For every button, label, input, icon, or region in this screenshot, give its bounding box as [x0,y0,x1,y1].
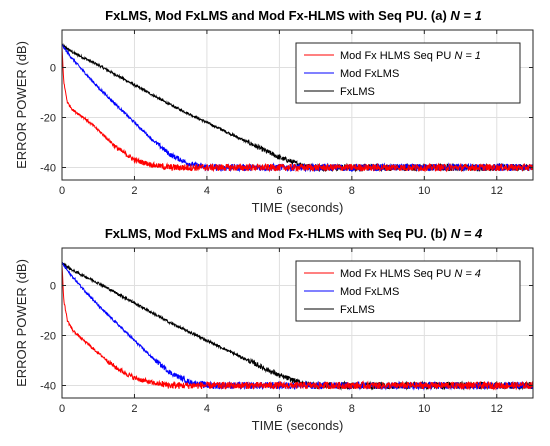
x-tick-label: 2 [131,185,137,197]
x-tick-label: 2 [131,403,137,415]
x-tick-label: 6 [276,403,282,415]
y-tick-label: 0 [50,63,56,75]
y-tick-label: -20 [40,331,56,343]
x-tick-label: 0 [59,185,65,197]
y-axis-label: ERROR POWER (dB) [14,41,29,169]
axes-box [61,29,534,181]
legend-entry: Mod FxLMS [340,286,399,298]
y-tick-label: -20 [40,113,56,125]
x-tick-label: 8 [349,185,355,197]
legend-entry-n: N = 4 [451,268,481,280]
legend-entry-name: Mod FxLMS [340,286,399,298]
x-tick-label: 8 [349,403,355,415]
legend: Mod Fx HLMS Seq PU N = 4 Mod FxLMS FxLMS [295,260,521,322]
x-axis-label: TIME (seconds) [252,200,344,215]
y-tick-label: -40 [40,163,56,175]
chart-title-n: N = 4 [451,226,483,241]
legend-entry: Mod Fx HLMS Seq PU N = 1 [340,50,481,62]
legend-entry-name: Mod Fx HLMS Seq PU [340,50,451,62]
chart-title: FxLMS, Mod FxLMS and Mod Fx-HLMS with Se… [105,226,483,241]
series-line-mod-fx-hlms-seq-pu [62,265,533,391]
legend-entry: FxLMS [340,86,375,98]
y-axis-label: ERROR POWER (dB) [14,259,29,387]
x-tick-label: 4 [204,185,210,197]
y-tick-label: -40 [40,381,56,393]
legend-entry-name: Mod FxLMS [340,68,399,80]
y-tick-label: 0 [50,281,56,293]
legend-entry-n: N = 1 [451,50,481,62]
x-tick-label: 10 [418,403,430,415]
x-tick-label: 6 [276,185,282,197]
x-tick-label: 12 [491,403,503,415]
x-tick-label: 10 [418,185,430,197]
legend-entry: Mod FxLMS [340,68,399,80]
x-tick-label: 4 [204,403,210,415]
x-tick-label: 0 [59,403,65,415]
chart-title: FxLMS, Mod FxLMS and Mod Fx-HLMS with Se… [105,8,482,23]
series-group [62,262,533,391]
series-group [62,43,533,173]
legend-entry: Mod Fx HLMS Seq PU N = 4 [340,268,481,280]
chart-title-text: FxLMS, Mod FxLMS and Mod Fx-HLMS with Se… [105,8,450,23]
series-line-mod-fxlms [62,262,533,391]
chart-title-n: N = 1 [450,8,481,23]
legend-entry-name: FxLMS [340,304,375,316]
chart-title-text: FxLMS, Mod FxLMS and Mod Fx-HLMS with Se… [105,226,451,241]
x-tick-label: 12 [491,185,503,197]
axes-box [61,247,534,399]
legend: Mod Fx HLMS Seq PU N = 1 Mod FxLMS FxLMS [295,42,521,104]
chart-panel-1: 0 2 4 6 8 10 12 0 -20 -40 FxLMS, Mod FxLMS and Mod… [14,8,534,215]
legend-entry-name: FxLMS [340,86,375,98]
legend-entry: FxLMS [340,304,375,316]
series-line-mod-fx-hlms-seq-pu [62,47,533,173]
chart-panel-2: 0 2 4 6 8 10 12 0 -20 -40 FxLMS, Mod FxLMS and Mod… [14,226,534,433]
x-axis-label: TIME (seconds) [252,418,344,433]
legend-entry-name: Mod Fx HLMS Seq PU [340,268,451,280]
